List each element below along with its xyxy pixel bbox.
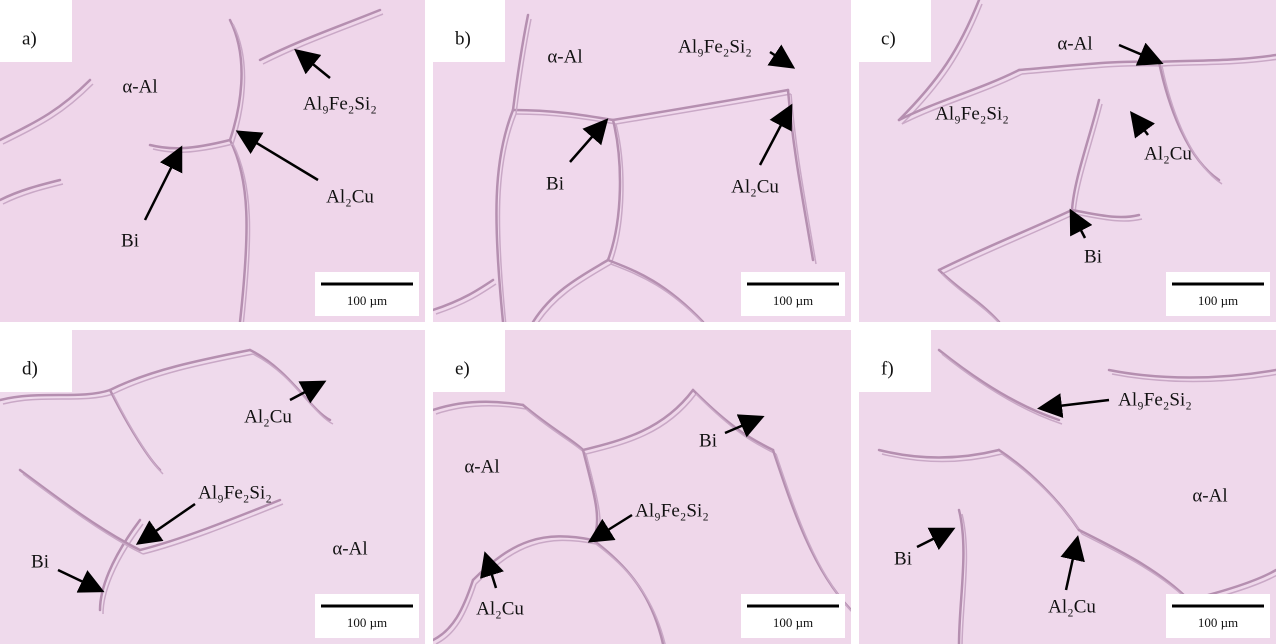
- panel: a) α-Al Al₉Fe₂Si₂ Bi Al₂Cu 100 µm: [0, 0, 425, 326]
- annotation: Bi: [894, 548, 912, 569]
- annotation: Al₂Cu: [731, 176, 779, 197]
- annotation: Al₂Cu: [1048, 596, 1096, 617]
- panel-label: c): [881, 28, 896, 49]
- panel-label: d): [22, 358, 38, 379]
- annotation: α-Al: [332, 538, 367, 559]
- panel-label: b): [455, 28, 471, 49]
- panel-label: e): [455, 358, 470, 379]
- scale-bar-label: 100 µm: [773, 615, 813, 630]
- figure: a) α-Al Al₉Fe₂Si₂ Bi Al₂Cu 100 µm b) α-Al Al₉Fe₂…: [0, 0, 1276, 644]
- annotation: α-Al: [1192, 485, 1227, 506]
- annotation: Al₂Cu: [1144, 143, 1192, 164]
- annotation: α-Al: [547, 46, 582, 67]
- annotation: Al₉Fe₂Si₂: [198, 482, 272, 503]
- annotation: α-Al: [1057, 33, 1092, 54]
- panel-label: f): [881, 358, 894, 379]
- annotation: Bi: [121, 230, 139, 251]
- annotation: Bi: [546, 173, 564, 194]
- annotation: Bi: [699, 430, 717, 451]
- annotation: Al₂Cu: [244, 406, 292, 427]
- annotation: Bi: [31, 551, 49, 572]
- annotation: Al₉Fe₂Si₂: [935, 103, 1009, 124]
- annotation: Al₉Fe₂Si₂: [303, 93, 377, 114]
- scale-bar-label: 100 µm: [773, 293, 813, 308]
- scale-bar-label: 100 µm: [347, 293, 387, 308]
- label-box: [859, 330, 931, 392]
- annotation: α-Al: [464, 456, 499, 477]
- scale-bar-label: 100 µm: [347, 615, 387, 630]
- annotation: α-Al: [122, 76, 157, 97]
- annotation: Al₉Fe₂Si₂: [678, 36, 752, 57]
- panel: f) Al₉Fe₂Si₂ α-Al Bi Al₂Cu 100 µm: [859, 330, 1276, 644]
- annotation: Al₉Fe₂Si₂: [1118, 389, 1192, 410]
- annotation: Al₂Cu: [476, 598, 524, 619]
- annotation: Al₉Fe₂Si₂: [635, 500, 709, 521]
- scale-bar-label: 100 µm: [1198, 615, 1238, 630]
- panel: b) α-Al Al₉Fe₂Si₂ Bi Al₂Cu 100 µm: [433, 0, 851, 326]
- panel: c) Al₉Fe₂Si₂ α-Al Al₂Cu Bi 100 µm: [859, 0, 1276, 326]
- panel: e) Bi α-Al Al₉Fe₂Si₂ Al₂Cu 100 µm: [433, 330, 854, 644]
- annotation: Al₂Cu: [326, 186, 374, 207]
- scale-bar-label: 100 µm: [1198, 293, 1238, 308]
- panel: d) Al₂Cu Al₉Fe₂Si₂ α-Al Bi 100 µm: [0, 330, 425, 644]
- panel-label: a): [22, 28, 37, 49]
- annotation: Bi: [1084, 246, 1102, 267]
